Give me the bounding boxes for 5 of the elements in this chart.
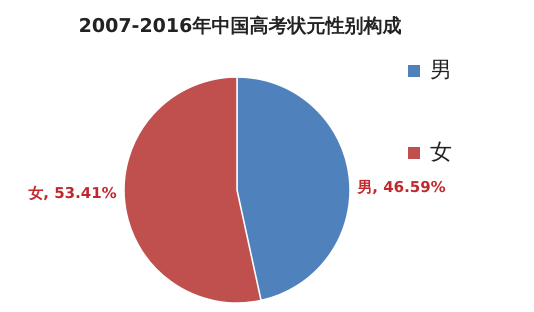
chart-title: 2007-2016年中国高考状元性别构成 bbox=[78, 15, 402, 37]
data-label: 男, 46.59% bbox=[356, 178, 446, 196]
data-label: 女, 53.41% bbox=[27, 184, 117, 202]
legend-label: 男 bbox=[430, 58, 452, 83]
legend-label: 女 bbox=[430, 140, 452, 165]
